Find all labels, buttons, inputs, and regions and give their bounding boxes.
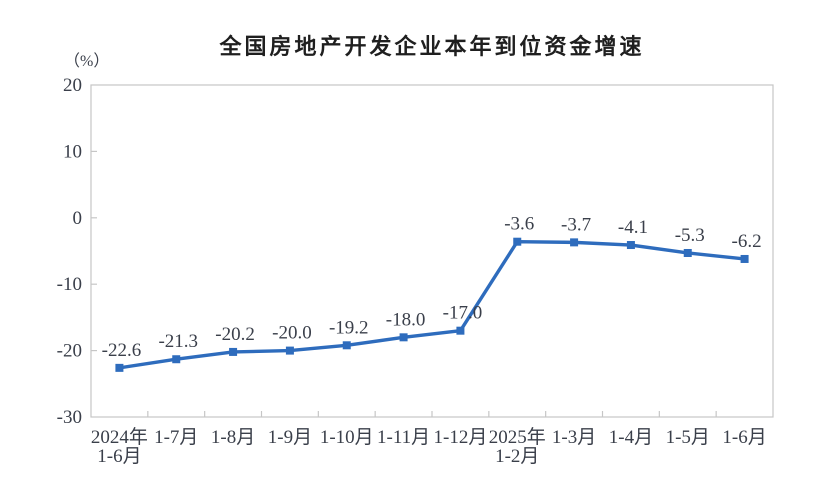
y-axis-unit-label: （%） [64, 53, 110, 70]
data-label: -22.6 [102, 340, 142, 361]
data-label: -6.2 [732, 231, 762, 252]
x-axis-tick-label: 1-5月 [666, 427, 710, 448]
data-point-marker [342, 341, 351, 350]
data-label: -4.1 [618, 217, 648, 238]
x-axis-tick-label: 1-3月 [552, 427, 596, 448]
data-label: -21.3 [158, 331, 198, 352]
data-point-marker [399, 333, 408, 342]
data-point-marker [683, 248, 692, 257]
x-axis-tick-label: 1-6月 [722, 427, 766, 448]
y-axis-tick-label: -10 [57, 274, 82, 295]
x-axis-tick-label: 1-10月 [320, 427, 374, 448]
data-point-marker [285, 346, 294, 355]
data-label: -3.6 [504, 214, 534, 235]
data-point-marker [513, 237, 522, 246]
chart-title: 全国房地产开发企业本年到位资金增速 [219, 34, 645, 59]
data-label: -17.0 [443, 303, 483, 324]
x-axis-tick-label: 1-9月 [268, 427, 312, 448]
data-label: -18.0 [386, 309, 426, 330]
data-point-marker [172, 355, 181, 364]
x-axis-tick-label: 1-4月 [609, 427, 653, 448]
data-point-marker [229, 347, 238, 356]
x-axis-tick-label: 1-11月 [377, 427, 430, 448]
data-line [117, 240, 747, 370]
data-label: -19.2 [329, 317, 369, 338]
data-label: -5.3 [675, 225, 705, 246]
y-axis-tick-label: -20 [57, 341, 82, 362]
y-axis-tick-label: 0 [73, 208, 83, 229]
y-axis-tick-label: 20 [63, 75, 82, 96]
data-label: -20.0 [272, 323, 312, 344]
data-label: -20.2 [215, 324, 255, 345]
data-point-marker [456, 326, 465, 335]
y-axis-tick-label: 10 [63, 141, 82, 162]
data-label: -3.7 [561, 214, 591, 235]
x-axis-tick-label: 1-12月 [434, 427, 488, 448]
y-axis-tick-label: -30 [57, 407, 82, 428]
x-axis-tick-label: 1-7月 [154, 427, 198, 448]
data-point-marker [570, 238, 579, 247]
data-point-marker [626, 241, 635, 250]
data-point-marker [740, 254, 749, 263]
x-axis-tick-label: 2024年 1-6月 [91, 426, 148, 467]
data-point-marker [115, 363, 124, 372]
x-axis-tick-label: 1-8月 [211, 427, 255, 448]
x-axis-tick-label: 2025年 1-2月 [489, 426, 546, 467]
